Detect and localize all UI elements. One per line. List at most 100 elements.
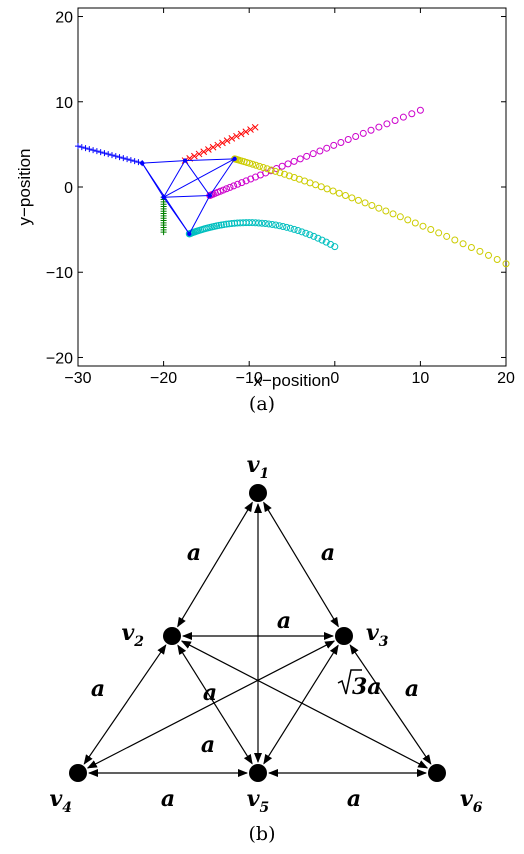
edge-v1-v2 (177, 501, 253, 628)
node-v3 (335, 627, 353, 645)
x-tick-label: 10 (412, 370, 430, 387)
node-label-v3: v3 (366, 620, 389, 650)
series-point (255, 219, 263, 227)
series-point (389, 210, 397, 218)
series-point (286, 224, 294, 232)
series-point (209, 143, 217, 151)
series-point (309, 150, 317, 158)
series-point (214, 141, 222, 149)
series-point (354, 196, 362, 204)
series-point (375, 204, 383, 212)
series-point (337, 138, 345, 146)
series-point (367, 126, 375, 134)
series-point (191, 152, 198, 160)
graph-nodes: v1 v2 v3 v4 v5 v6 (49, 452, 482, 816)
series-point (225, 220, 233, 228)
series-point (416, 106, 424, 114)
edge-label: a (347, 786, 361, 812)
edge-label: a (405, 676, 419, 702)
formation-node (161, 195, 166, 200)
formation-node (187, 231, 192, 237)
series-point (341, 192, 349, 200)
series-point (249, 160, 257, 168)
node-label-v2: v2 (121, 620, 144, 650)
series-point (259, 164, 267, 172)
series-point (108, 152, 115, 159)
node-label-v4: v4 (49, 786, 72, 816)
series-point (476, 247, 484, 255)
series-point (467, 244, 475, 252)
series-point (502, 260, 510, 268)
series-point (294, 227, 302, 235)
edge-label-sqrt3a: 3a (352, 674, 382, 700)
edge-label: a (91, 676, 105, 702)
series-point (251, 219, 259, 227)
formation-node (232, 156, 237, 162)
series-point (314, 234, 322, 242)
formation-link (184, 158, 235, 162)
node-v6 (428, 764, 446, 782)
series-point (493, 256, 501, 264)
formation-link (209, 158, 236, 196)
series-point (195, 150, 203, 158)
series-point (258, 219, 266, 227)
series-point (82, 145, 89, 152)
edge-label: a (203, 680, 217, 706)
series-point (459, 240, 467, 248)
series-point (404, 216, 412, 224)
node-v5 (249, 764, 267, 782)
series-point (368, 202, 376, 210)
series-point (271, 167, 279, 175)
series-point (219, 186, 227, 194)
series-point (382, 207, 390, 215)
series-5 (185, 219, 339, 251)
series-point (78, 144, 85, 151)
formation-link (188, 195, 211, 235)
series-point (383, 120, 391, 128)
y-tick-label: 10 (55, 95, 73, 112)
formation-node (182, 158, 188, 163)
series-point (484, 251, 492, 259)
node-v2 (163, 627, 181, 645)
series-point (302, 229, 310, 237)
series-point (284, 160, 292, 168)
formation-link (142, 160, 186, 164)
series-point (330, 141, 338, 149)
series-point (268, 220, 276, 228)
series-point (310, 232, 318, 240)
series-point (427, 226, 435, 234)
series-point (256, 162, 264, 170)
series-point (219, 139, 226, 147)
series-point (396, 213, 404, 221)
formation-link (163, 158, 235, 198)
edge-label: a (201, 732, 215, 758)
caption-b: (b) (249, 823, 276, 845)
series-point (131, 158, 138, 165)
series-point (306, 231, 314, 239)
series-point (127, 157, 134, 164)
series-point (290, 157, 298, 165)
series-point (283, 223, 291, 231)
node-label-v5: v5 (247, 786, 270, 816)
graph-edges (83, 501, 432, 777)
series-point (275, 222, 283, 230)
x-tick-label: −10 (236, 370, 263, 387)
y-axis-label: y−position (15, 148, 34, 225)
trajectory-plot: −30 −20 −10 0 10 20 −20 −10 0 10 20 x−position y−p… (15, 7, 515, 415)
series-point (237, 130, 245, 138)
series-point (233, 132, 240, 140)
series-point (220, 221, 228, 229)
series-point (228, 135, 236, 142)
series-point (344, 136, 352, 144)
series-point (267, 166, 275, 174)
series-point (234, 180, 242, 188)
series-point (90, 147, 97, 154)
series-point (316, 147, 324, 155)
series-point (223, 137, 231, 144)
series-point (303, 152, 311, 160)
series-point (329, 187, 337, 195)
series-point (279, 222, 287, 230)
